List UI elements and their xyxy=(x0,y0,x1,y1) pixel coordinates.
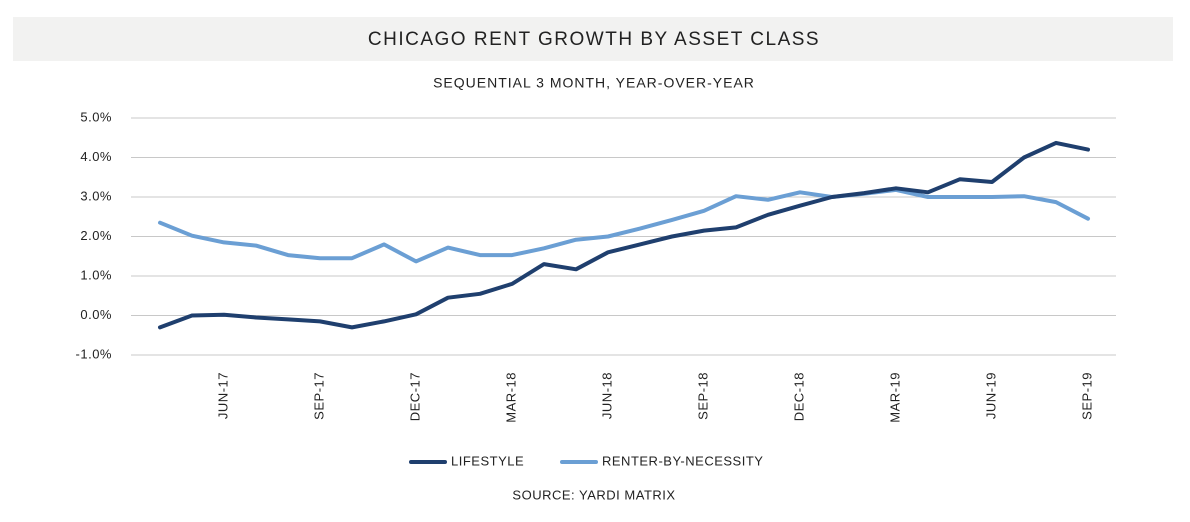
line-series xyxy=(158,187,1090,264)
y-tick-label: 2.0% xyxy=(80,228,112,243)
y-tick-label: -1.0% xyxy=(76,346,112,361)
y-tick-label: 1.0% xyxy=(80,267,112,282)
x-tick-label: SEP-17 xyxy=(311,372,326,420)
x-tick-label: SEP-19 xyxy=(1079,372,1094,420)
x-tick-label: JUN-18 xyxy=(599,372,614,419)
chart-title: CHICAGO RENT GROWTH BY ASSET CLASS xyxy=(368,29,820,50)
legend-label: LIFESTYLE xyxy=(451,453,524,468)
legend-label: RENTER-BY-NECESSITY xyxy=(602,453,763,468)
x-tick-label: MAR-18 xyxy=(503,372,518,423)
x-tick-label: DEC-17 xyxy=(407,372,422,421)
x-tick-label: JUN-17 xyxy=(215,372,230,419)
y-tick-label: 3.0% xyxy=(80,188,112,203)
x-tick-label: MAR-19 xyxy=(887,372,902,423)
y-tick-label: 0.0% xyxy=(80,307,112,322)
x-tick-label: JUN-19 xyxy=(983,372,998,419)
y-tick-label: 5.0% xyxy=(80,109,112,124)
y-tick-label: 4.0% xyxy=(80,149,112,164)
source: SOURCE: YARDI MATRIX xyxy=(512,487,675,502)
x-tick-label: DEC-18 xyxy=(791,372,806,421)
title-band xyxy=(13,17,1173,61)
line-series xyxy=(158,140,1090,330)
chart-subtitle: SEQUENTIAL 3 MONTH, YEAR-OVER-YEAR xyxy=(433,75,755,91)
x-tick-label: SEP-18 xyxy=(695,372,710,420)
